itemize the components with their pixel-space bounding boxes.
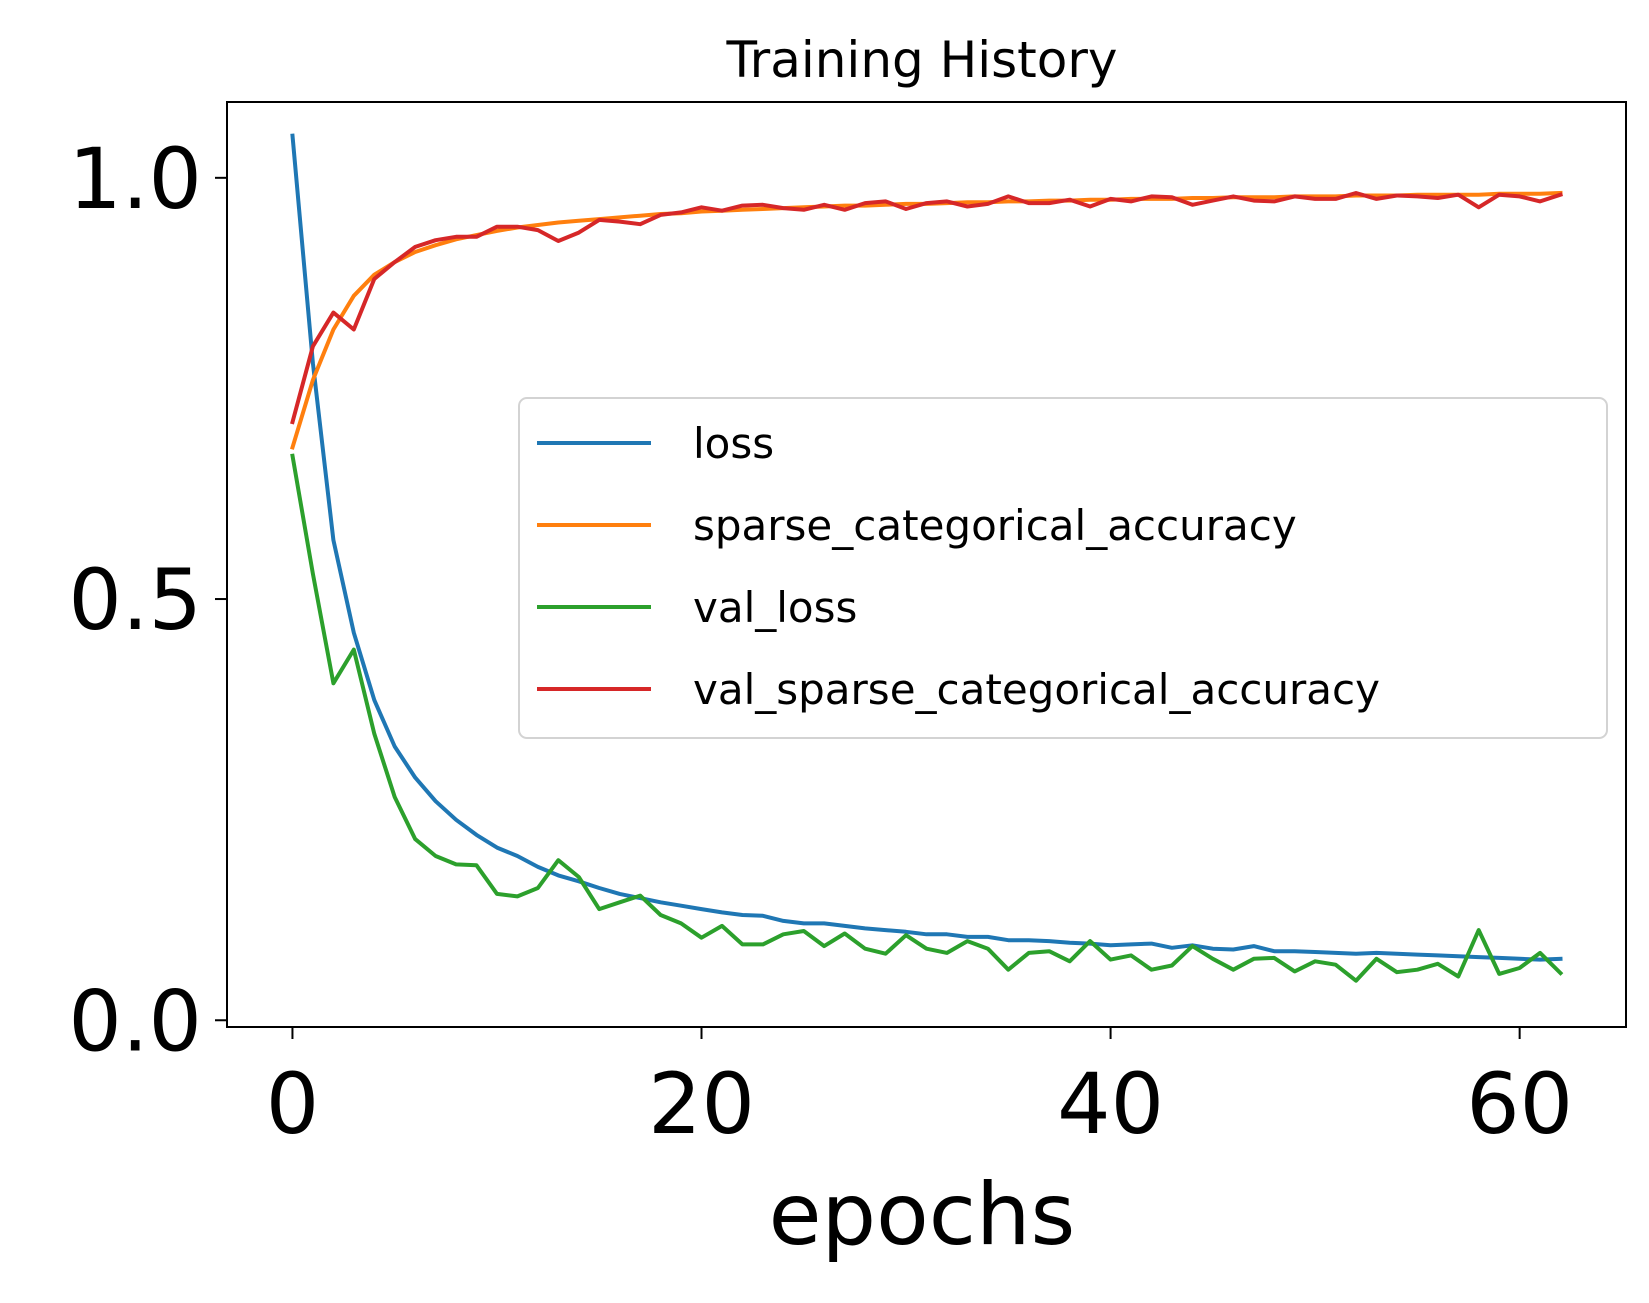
series-layer xyxy=(290,133,1564,983)
series-line-val-sparse-categorical-accuracy xyxy=(290,191,1564,425)
y-tick-label: 0.5 xyxy=(68,551,202,649)
legend-label-loss: loss xyxy=(693,419,774,468)
legend-box xyxy=(518,397,1608,739)
legend: loss sparse_categorical_accuracy val_lossv… xyxy=(518,397,1608,739)
y-tick-label: 0.0 xyxy=(68,972,202,1070)
x-tick-label: 20 xyxy=(648,1055,755,1153)
x-tick-label: 0 xyxy=(266,1055,319,1153)
plot-frame xyxy=(226,101,1627,1028)
chart-title: Training History xyxy=(725,31,1117,89)
x-axis-label: epochs xyxy=(769,1165,1076,1265)
legend-label-val-sparse-categorical-accuracy: val_sparse_categorical_accuracy xyxy=(693,665,1380,714)
series-line-loss xyxy=(290,133,1563,962)
x-tick-label: 60 xyxy=(1466,1055,1573,1153)
legend-label-sparse-categorical-accuracy: sparse_categorical_accuracy xyxy=(693,501,1297,550)
x-tick-label: 40 xyxy=(1057,1055,1164,1153)
y-tick-label: 1.0 xyxy=(68,130,202,228)
legend-label-val-loss: val_loss xyxy=(693,583,857,632)
series-line-val-loss xyxy=(290,453,1564,983)
axes-layer: 0 20 40 60 0.0 0.5 1.0 xyxy=(68,101,1627,1153)
